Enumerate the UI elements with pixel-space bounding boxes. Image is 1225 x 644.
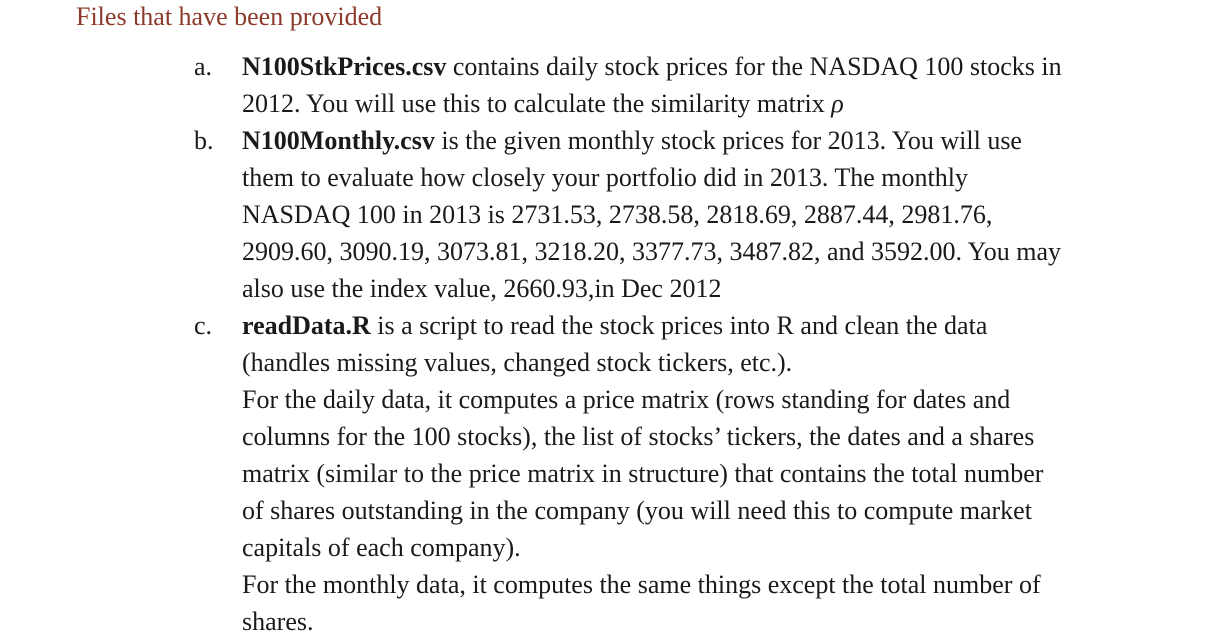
list-marker: b. [194,126,214,155]
list-item-c: c. readData.R is a script to read the st… [190,307,1200,640]
text-line: them to evaluate how closely your portfo… [242,163,968,192]
list-marker: c. [194,311,213,340]
list-item-a: a. N100StkPrices.csv contains daily stoc… [190,48,1200,122]
text-line: NASDAQ 100 in 2013 is 2731.53, 2738.58, … [242,200,993,229]
text-line: capitals of each company). [242,533,521,562]
list-marker: a. [194,52,213,81]
filename: N100StkPrices.csv [242,52,447,81]
text-line: For the monthly data, it computes the sa… [242,570,1041,599]
filename: readData.R [242,311,371,340]
text-line: matrix (similar to the price matrix in s… [242,459,1044,488]
list-item-b: b. N100Monthly.csv is the given monthly … [190,122,1200,307]
section-heading: Files that have been provided [76,2,383,31]
text-line: 2012. You will use this to calculate the… [242,89,844,118]
filename: N100Monthly.csv [242,126,435,155]
text-line: also use the index value, 2660.93,in Dec… [242,274,722,303]
text-line: of shares outstanding in the company (yo… [242,496,1032,525]
text-line: readData.R is a script to read the stock… [242,311,988,340]
text-line: columns for the 100 stocks), the list of… [242,422,1035,451]
provided-files-list: a. N100StkPrices.csv contains daily stoc… [190,48,1200,640]
text-line: N100StkPrices.csv contains daily stock p… [242,52,1062,81]
rho-symbol: ρ [831,89,844,118]
text-line: shares. [242,607,314,636]
text-line: 2909.60, 3090.19, 3073.81, 3218.20, 3377… [242,237,1062,266]
text-line: (handles missing values, changed stock t… [242,348,793,377]
text-line: N100Monthly.csv is the given monthly sto… [242,126,1022,155]
text-line: For the daily data, it computes a price … [242,385,1011,414]
